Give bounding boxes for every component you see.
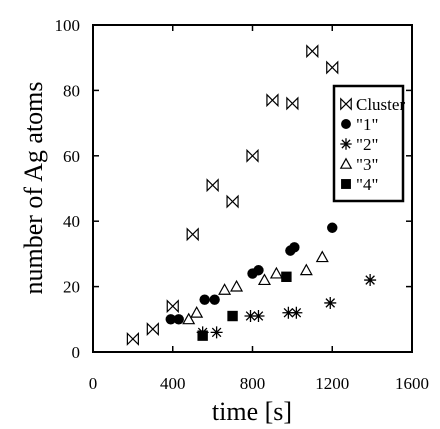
- legend-label: "1": [356, 115, 378, 134]
- legend-marker: [340, 138, 352, 150]
- data-point-series-1: [327, 222, 338, 233]
- legend-label: "2": [356, 135, 378, 154]
- x-tick-label: 1200: [315, 374, 349, 393]
- data-point-series-0: [246, 148, 259, 163]
- legend: Cluster"1""2""3""4": [332, 84, 405, 203]
- legend-marker: [341, 179, 351, 189]
- legend-marker: [339, 157, 353, 169]
- data-point-series-1: [173, 314, 184, 325]
- data-point-series-3: [269, 266, 283, 279]
- data-point-series-0: [166, 299, 179, 314]
- x-tick-label: 1600: [395, 374, 429, 393]
- data-point-series-0: [226, 194, 239, 209]
- data-point-series-4: [281, 271, 292, 282]
- data-point-series-2: [324, 296, 337, 309]
- data-point-series-0: [286, 96, 299, 111]
- legend-marker: [340, 97, 352, 111]
- data-point-series-2: [364, 274, 377, 287]
- data-point-series-1: [289, 242, 300, 253]
- legend-label: "4": [356, 175, 378, 194]
- legend-label: Cluster: [356, 95, 405, 114]
- points-layer: [126, 44, 377, 346]
- x-tick-label: 800: [240, 374, 266, 393]
- data-point-series-2: [282, 306, 295, 319]
- data-point-series-3: [182, 312, 196, 325]
- data-point-series-2: [290, 306, 303, 319]
- data-point-series-4: [197, 330, 208, 341]
- y-axis-title: number of Ag atoms: [19, 81, 48, 294]
- data-point-series-2: [252, 310, 265, 323]
- y-tick-label: 0: [72, 343, 81, 362]
- data-point-series-3: [218, 283, 232, 295]
- x-axis-title: time [s]: [212, 397, 292, 426]
- data-point-series-1: [165, 314, 176, 325]
- legend-label: "3": [356, 155, 378, 174]
- ticks-layer: 0 400 800 1200 1600 0 20 40 60 80 100: [55, 16, 430, 393]
- legend-marker: [341, 119, 351, 129]
- data-point-series-3: [230, 279, 244, 292]
- data-point-series-3: [190, 306, 204, 318]
- data-point-series-0: [306, 44, 319, 59]
- data-point-series-0: [266, 93, 279, 108]
- data-point-series-2: [210, 326, 223, 339]
- data-point-series-0: [126, 331, 139, 346]
- y-tick-label: 80: [63, 81, 80, 100]
- data-point-series-1: [253, 265, 264, 276]
- data-point-series-3: [257, 273, 271, 286]
- y-tick-label: 40: [63, 212, 80, 231]
- data-point-series-3: [315, 250, 329, 263]
- data-point-series-3: [299, 263, 313, 276]
- y-tick-label: 100: [55, 16, 81, 35]
- x-tick-label: 0: [89, 374, 98, 393]
- data-point-series-0: [146, 322, 159, 337]
- x-tick-label: 400: [160, 374, 186, 393]
- y-tick-label: 60: [63, 147, 80, 166]
- data-point-series-0: [206, 178, 219, 193]
- y-tick-label: 20: [63, 278, 80, 297]
- data-point-series-0: [326, 60, 339, 75]
- data-point-series-1: [199, 294, 210, 305]
- plot-frame: [92, 24, 413, 353]
- legend-items: Cluster"1""2""3""4": [339, 95, 405, 194]
- data-point-series-0: [186, 227, 199, 242]
- data-point-series-4: [227, 310, 238, 322]
- data-point-series-1: [209, 294, 220, 305]
- data-point-series-2: [244, 310, 257, 323]
